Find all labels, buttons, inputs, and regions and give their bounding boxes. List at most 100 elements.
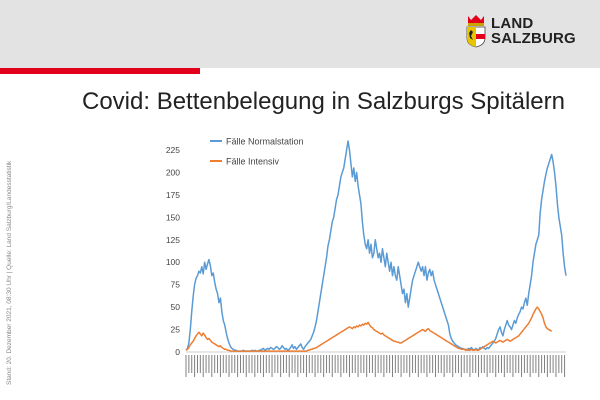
x-tick-label bbox=[555, 355, 557, 377]
x-tick-label bbox=[196, 355, 198, 373]
land-salzburg-logo[interactable]: LAND SALZBURG bbox=[465, 14, 590, 54]
x-tick-label bbox=[489, 355, 491, 373]
y-tick-label: 0 bbox=[175, 347, 180, 357]
y-tick-label: 200 bbox=[166, 167, 180, 177]
x-tick-label bbox=[320, 355, 322, 373]
x-tick-label bbox=[521, 355, 523, 377]
x-tick-label bbox=[512, 355, 514, 377]
x-tick-label bbox=[185, 355, 187, 377]
x-tick-label bbox=[515, 355, 517, 373]
x-tick-label bbox=[526, 355, 528, 373]
x-tick-label bbox=[366, 355, 368, 377]
x-tick-label bbox=[360, 355, 362, 373]
x-tick-label bbox=[492, 355, 494, 373]
y-tick-label: 225 bbox=[166, 145, 180, 155]
x-tick-label bbox=[277, 355, 279, 373]
logo-line-2: SALZBURG bbox=[491, 30, 576, 47]
x-tick-label bbox=[475, 355, 477, 373]
x-tick-label bbox=[254, 355, 256, 377]
logo-text: LAND SALZBURG bbox=[491, 16, 576, 46]
x-tick-label bbox=[389, 355, 391, 373]
x-tick-label bbox=[222, 355, 224, 373]
x-tick-label bbox=[503, 355, 505, 377]
x-tick-label bbox=[460, 355, 462, 377]
x-tick-label bbox=[409, 355, 411, 377]
x-tick-label bbox=[346, 355, 348, 373]
x-tick-label bbox=[472, 355, 474, 373]
slide-title: Covid: Bettenbelegung in Salzburgs Spitä… bbox=[82, 88, 565, 115]
legend-entry: Fälle Normalstation bbox=[226, 137, 304, 147]
x-tick-label bbox=[191, 355, 193, 373]
x-tick-label bbox=[291, 355, 293, 373]
x-tick-label bbox=[283, 355, 285, 373]
x-tick-label bbox=[314, 355, 316, 377]
x-tick-label bbox=[251, 355, 253, 373]
x-tick-label bbox=[417, 355, 419, 377]
x-tick-label bbox=[348, 355, 350, 377]
x-tick-label bbox=[564, 355, 566, 377]
x-tick-label bbox=[561, 355, 563, 373]
y-tick-label: 100 bbox=[166, 257, 180, 267]
x-tick-label bbox=[397, 355, 399, 373]
y-tick-label: 75 bbox=[171, 280, 181, 290]
x-tick-label bbox=[297, 355, 299, 377]
x-tick-label bbox=[443, 355, 445, 377]
x-tick-label bbox=[449, 355, 451, 373]
x-tick-label bbox=[317, 355, 319, 373]
x-tick-label bbox=[469, 355, 471, 377]
x-tick-label bbox=[380, 355, 382, 373]
x-tick-label bbox=[478, 355, 480, 377]
x-tick-label bbox=[549, 355, 551, 373]
x-tick-label bbox=[486, 355, 488, 377]
x-tick-label bbox=[369, 355, 371, 373]
x-tick-label bbox=[377, 355, 379, 373]
legend: Fälle Normalstation Fälle Intensiv bbox=[210, 137, 304, 167]
accent-bar bbox=[0, 68, 200, 74]
x-tick-label bbox=[194, 355, 196, 377]
x-tick-label bbox=[208, 355, 210, 373]
x-tick-label bbox=[558, 355, 560, 373]
x-tick-label bbox=[311, 355, 313, 373]
y-tick-label: 125 bbox=[166, 235, 180, 245]
x-tick-label bbox=[386, 355, 388, 373]
x-tick-label bbox=[294, 355, 296, 373]
x-tick-label bbox=[446, 355, 448, 373]
x-tick-label bbox=[354, 355, 356, 373]
x-tick-label bbox=[435, 355, 437, 377]
x-tick-label bbox=[420, 355, 422, 373]
x-tick-label bbox=[202, 355, 204, 377]
x-tick-label bbox=[455, 355, 457, 373]
x-tick-label bbox=[323, 355, 325, 377]
x-tick-label bbox=[340, 355, 342, 377]
y-tick-label: 25 bbox=[171, 325, 181, 335]
x-tick-label bbox=[285, 355, 287, 373]
y-tick-label: 175 bbox=[166, 190, 180, 200]
x-tick-label bbox=[506, 355, 508, 373]
x-tick-label bbox=[211, 355, 213, 377]
x-tick-label bbox=[214, 355, 216, 373]
series-layer bbox=[185, 140, 567, 352]
x-tick-label bbox=[308, 355, 310, 373]
series-line-intensiv bbox=[185, 306, 553, 352]
x-tick-label bbox=[334, 355, 336, 373]
x-tick-label bbox=[412, 355, 414, 373]
x-tick-label bbox=[457, 355, 459, 373]
x-tick-label bbox=[529, 355, 531, 377]
x-tick-label bbox=[205, 355, 207, 373]
x-tick-label bbox=[343, 355, 345, 373]
x-tick-label bbox=[432, 355, 434, 373]
bed-occupancy-chart: 0 25 50 75 100 125 150 175 200 225 Fälle Normalst… bbox=[166, 137, 567, 377]
salzburg-crest-icon bbox=[466, 15, 486, 48]
x-tick-label bbox=[518, 355, 520, 373]
x-tick-label bbox=[394, 355, 396, 373]
legend-entry: Fälle Intensiv bbox=[226, 157, 280, 167]
x-tick-label bbox=[541, 355, 543, 373]
x-tick-label bbox=[552, 355, 554, 373]
x-tick-label bbox=[357, 355, 359, 377]
x-tick-label bbox=[414, 355, 416, 373]
x-tick-label bbox=[463, 355, 465, 373]
x-tick-label bbox=[495, 355, 497, 377]
x-tick-label bbox=[535, 355, 537, 373]
x-tick-label bbox=[328, 355, 330, 373]
x-tick-label bbox=[234, 355, 236, 373]
